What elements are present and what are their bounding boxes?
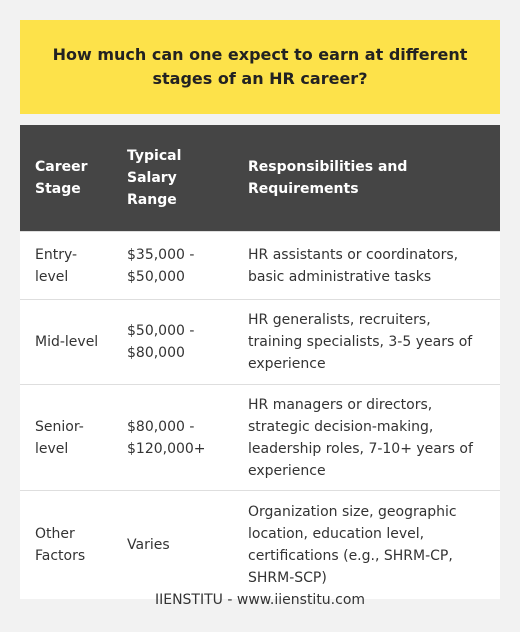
cell-career-stage: Other Factors	[20, 490, 112, 599]
footer-credit: IIENSTITU - www.iienstitu.com	[154, 592, 366, 608]
cell-responsibilities: HR generalists, recruiters, training spe…	[233, 299, 500, 385]
cell-responsibilities: Organization size, geographic location, …	[233, 490, 500, 599]
table-header-row: Career Stage Typical Salary Range Respon…	[20, 125, 500, 232]
header-career-stage: Career Stage	[20, 125, 112, 232]
table-row: Other Factors Varies Organization size, …	[20, 490, 500, 599]
cell-responsibilities: HR managers or directors, strategic deci…	[233, 384, 500, 491]
cell-salary-range: $50,000 - $80,000	[112, 299, 233, 385]
cell-salary-range: Varies	[112, 490, 233, 599]
cell-salary-range: $80,000 - $120,000+	[112, 384, 233, 491]
salary-table: Career Stage Typical Salary Range Respon…	[20, 125, 500, 599]
cell-responsibilities: HR assistants or coordinators, basic adm…	[233, 231, 500, 300]
table-row: Senior-level $80,000 - $120,000+ HR mana…	[20, 384, 500, 491]
title-banner: How much can one expect to earn at diffe…	[20, 20, 500, 114]
cell-salary-range: $35,000 - $50,000	[112, 231, 233, 300]
table-row: Mid-level $50,000 - $80,000 HR generalis…	[20, 299, 500, 385]
cell-career-stage: Senior-level	[20, 384, 112, 491]
header-salary-range: Typical Salary Range	[112, 125, 233, 232]
page-title: How much can one expect to earn at diffe…	[52, 45, 468, 88]
cell-career-stage: Mid-level	[20, 299, 112, 385]
header-responsibilities: Responsibilities and Requirements	[233, 125, 500, 232]
cell-career-stage: Entry-level	[20, 231, 112, 300]
table-row: Entry-level $35,000 - $50,000 HR assista…	[20, 231, 500, 300]
